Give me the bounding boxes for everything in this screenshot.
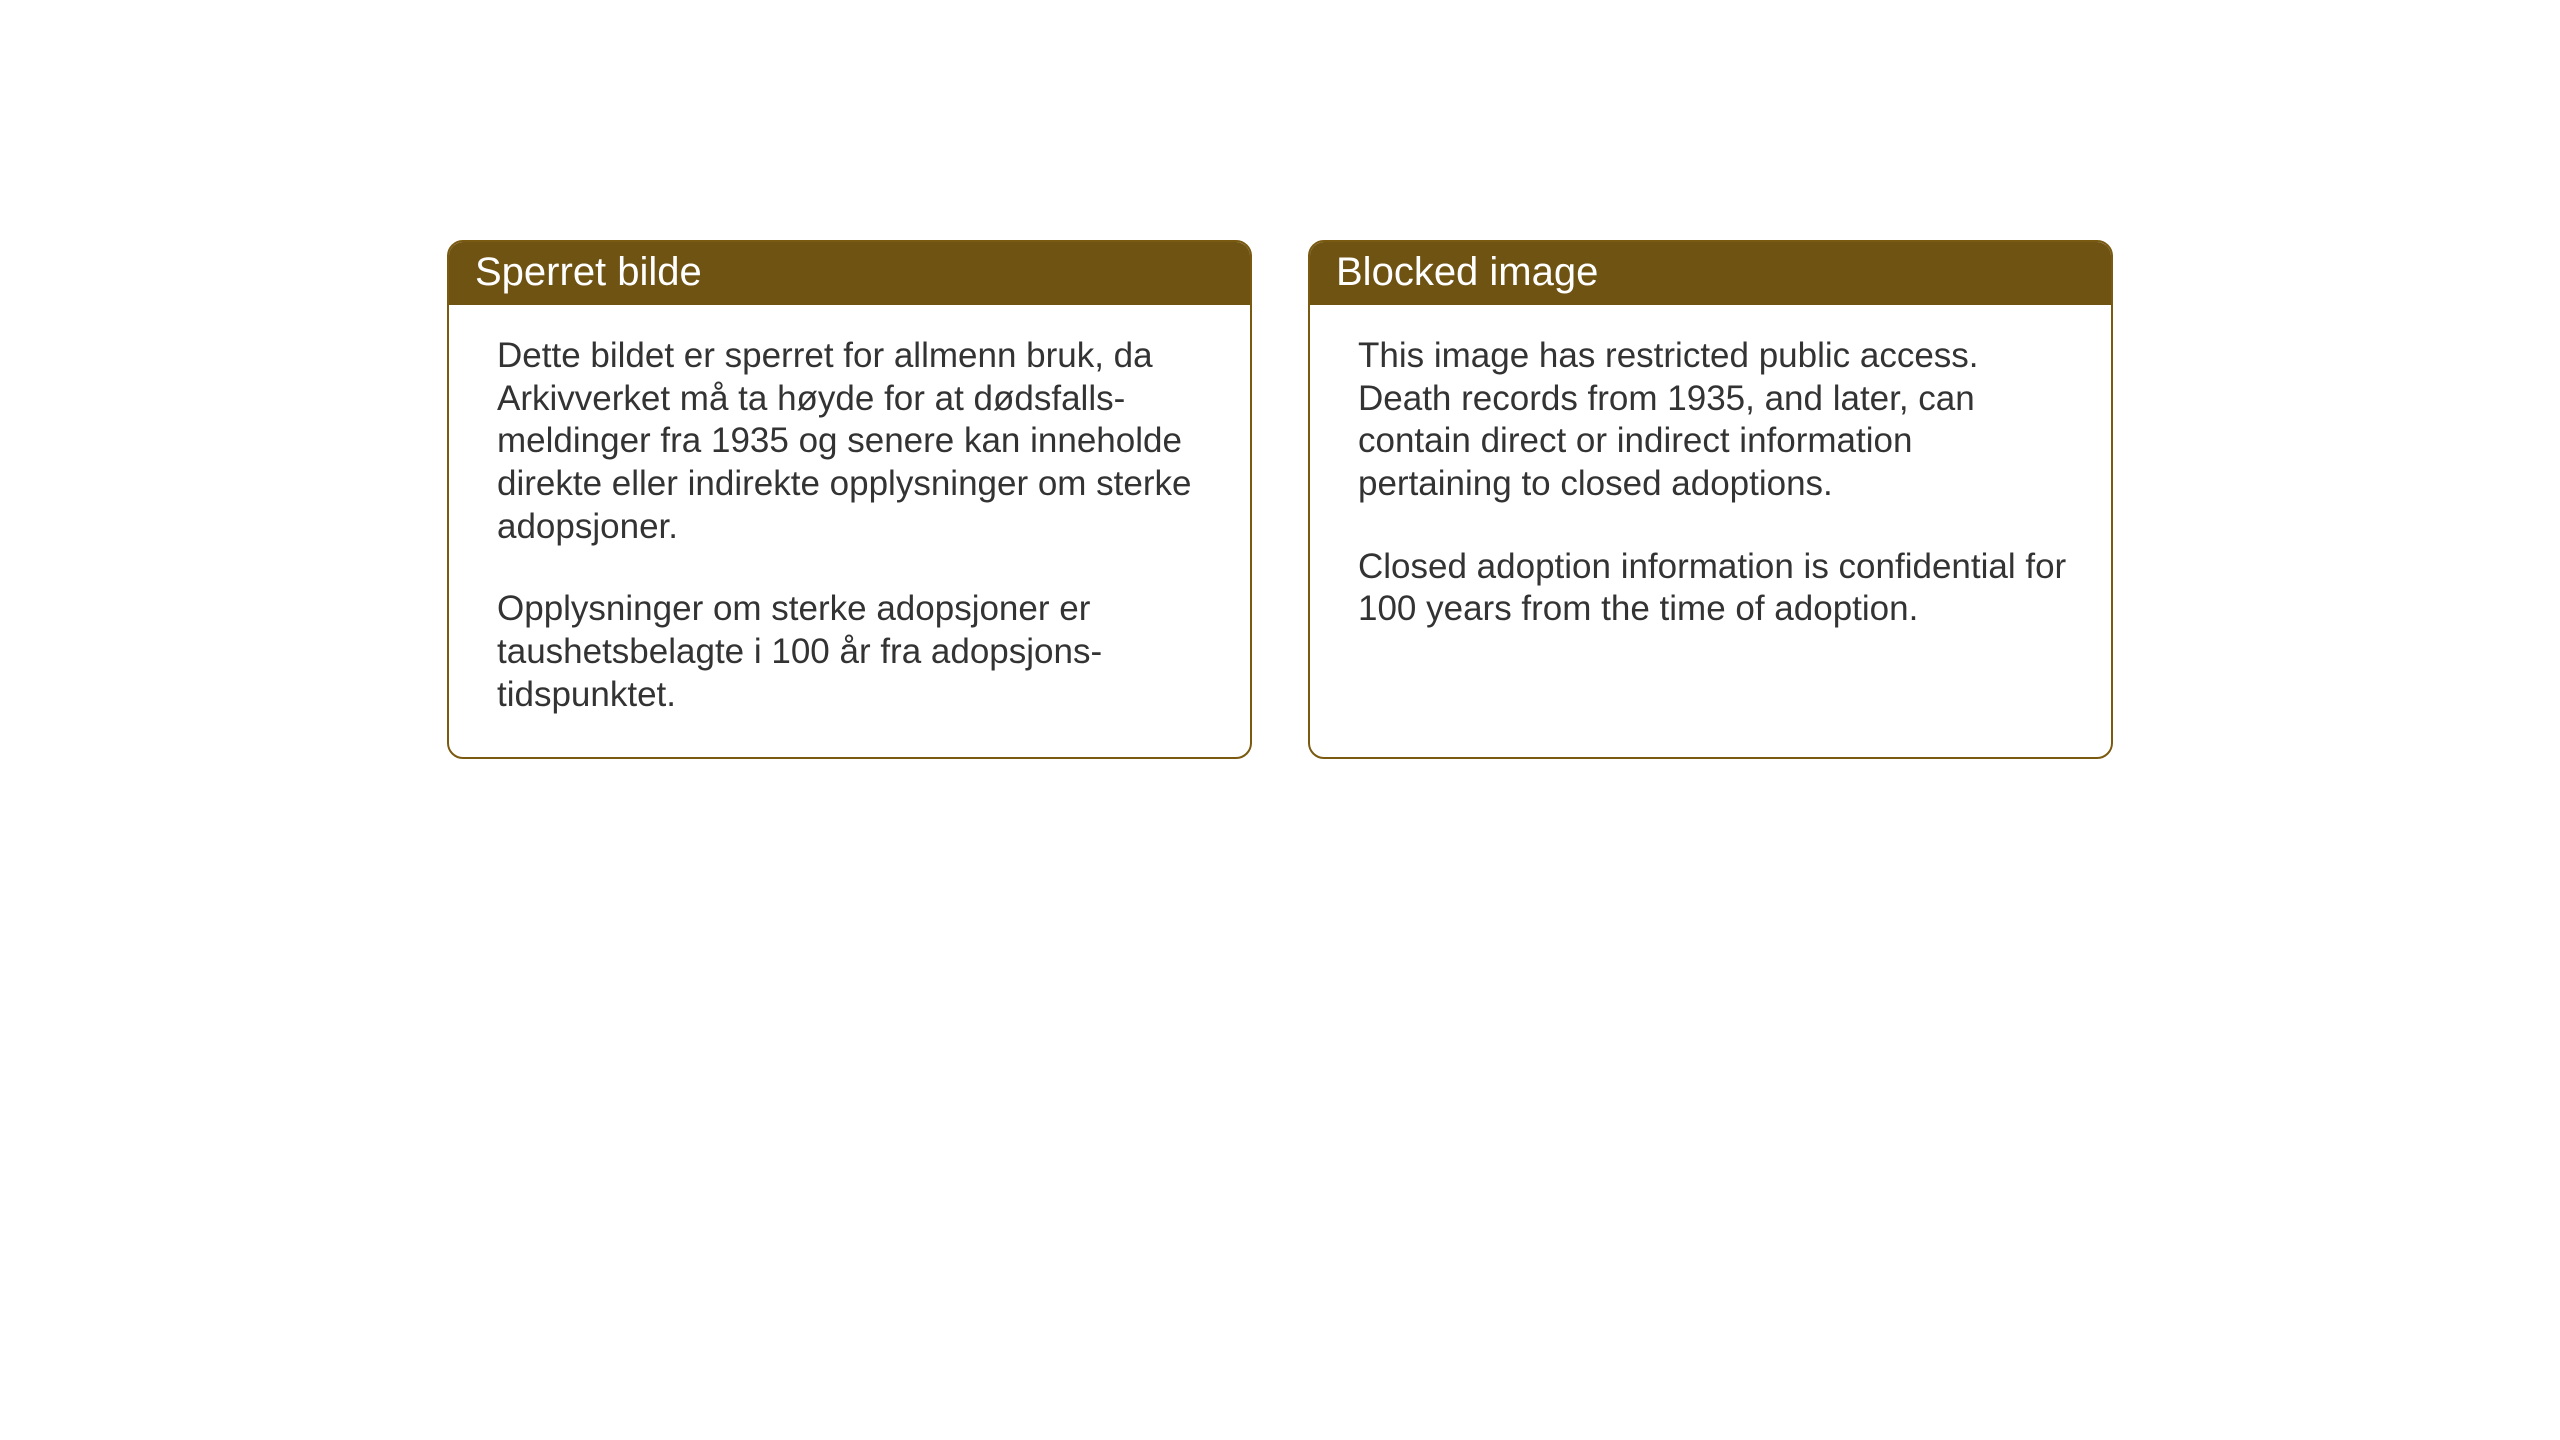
panel-header-norwegian: Sperret bilde xyxy=(449,242,1250,305)
panel-title-norwegian: Sperret bilde xyxy=(475,250,702,294)
panel-paragraph2-english: Closed adoption information is confident… xyxy=(1358,546,2071,631)
panel-header-english: Blocked image xyxy=(1310,242,2111,305)
panel-body-english: This image has restricted public access.… xyxy=(1310,305,2111,735)
panel-body-norwegian: Dette bildet er sperret for allmenn bruk… xyxy=(449,305,1250,757)
panel-norwegian: Sperret bilde Dette bildet er sperret fo… xyxy=(447,240,1252,759)
panel-english: Blocked image This image has restricted … xyxy=(1308,240,2113,759)
panels-container: Sperret bilde Dette bildet er sperret fo… xyxy=(447,240,2113,759)
panel-paragraph1-norwegian: Dette bildet er sperret for allmenn bruk… xyxy=(497,335,1210,548)
panel-title-english: Blocked image xyxy=(1336,250,1598,294)
panel-paragraph1-english: This image has restricted public access.… xyxy=(1358,335,2071,506)
panel-paragraph2-norwegian: Opplysninger om sterke adopsjoner er tau… xyxy=(497,588,1210,716)
